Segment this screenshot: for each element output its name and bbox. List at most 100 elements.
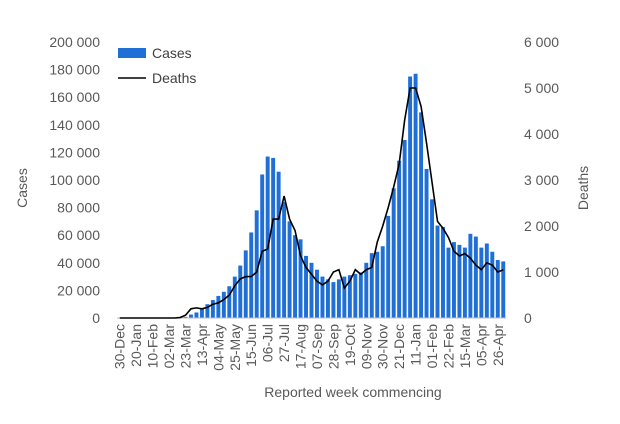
bar-cases-08-Jun <box>243 250 248 318</box>
bar-cases-08-Mar <box>457 244 462 318</box>
bar-cases-20-Apr <box>205 304 210 318</box>
x-tick-label: 09-Nov <box>358 324 374 369</box>
bar-cases-13-Jul <box>271 157 276 318</box>
bar-cases-07-Dec <box>386 215 391 318</box>
bar-cases-26-Apr <box>495 260 500 318</box>
bar-cases-17-Aug <box>298 239 303 318</box>
x-tick-label: 20-Jan <box>128 324 144 367</box>
x-tick-label: 01-Feb <box>424 324 440 369</box>
y-tick-label: 20 000 <box>57 282 100 298</box>
bar-cases-11-Jan <box>413 73 418 319</box>
x-tick-label: 26-Apr <box>490 324 506 366</box>
bar-cases-04-May <box>216 295 221 318</box>
bar-cases-29-Mar <box>473 236 478 318</box>
y2-axis-title: Deaths <box>575 166 591 210</box>
y-tick-label: 80 000 <box>57 200 100 216</box>
y2-tick-label: 4 000 <box>524 126 559 142</box>
x-tick-label: 07-Sep <box>309 324 325 369</box>
x-axis-ticks: 30-Dec 20-Jan 10-Feb 02-Mar 23-Mar 13-Apr 04-M… <box>112 324 506 371</box>
bar-cases-31-Aug <box>309 262 314 318</box>
x-tick-label: 04-May <box>210 324 226 371</box>
x-tick-label: 30-Nov <box>375 324 391 369</box>
y2-tick-label: 3 000 <box>524 172 559 188</box>
x-tick-label: 23-Mar <box>178 324 194 369</box>
bar-cases-16-Nov <box>369 253 374 318</box>
bar-cases-03-Aug <box>287 221 292 318</box>
bar-cases-19-Apr <box>490 251 495 318</box>
bar-cases-21-Dec <box>397 160 402 318</box>
y-tick-label: 60 000 <box>57 227 100 243</box>
deaths-line <box>119 87 504 319</box>
x-tick-label: 22-Feb <box>441 324 457 369</box>
bar-cases-07-Sep <box>315 269 319 318</box>
bar-cases-23-Nov <box>375 251 380 318</box>
bar-cases-15-Feb <box>441 226 445 318</box>
bar-cases-15-Jun <box>249 232 254 318</box>
cases-bars <box>178 73 506 319</box>
x-tick-label: 21-Dec <box>391 324 407 369</box>
bar-cases-21-Sep <box>325 279 330 318</box>
bar-cases-18-May <box>227 286 232 318</box>
bar-cases-10-Aug <box>293 235 298 318</box>
bar-cases-04-Jan <box>408 76 413 318</box>
bar-cases-20-Jul <box>276 171 281 318</box>
y-tick-label: 180 000 <box>49 62 100 78</box>
bar-cases-22-Mar <box>468 233 473 318</box>
x-tick-label: 15-Jun <box>243 324 259 367</box>
y-tick-label: 120 000 <box>49 144 100 160</box>
legend-deaths-label: Deaths <box>152 70 196 86</box>
bar-cases-01-Feb <box>430 199 434 318</box>
x-tick-label: 25-May <box>227 324 243 371</box>
bar-cases-02-Nov <box>358 272 363 318</box>
y2-tick-label: 0 <box>524 310 532 326</box>
bar-cases-05-Apr <box>479 247 484 318</box>
x-tick-label: 10-Feb <box>145 324 161 369</box>
y-tick-label: 40 000 <box>57 255 100 271</box>
bar-cases-06-Jul <box>265 156 270 318</box>
bar-cases-28-Sep <box>331 282 336 318</box>
bar-cases-19-Oct <box>347 275 352 318</box>
bar-cases-14-Dec <box>391 188 396 318</box>
bar-cases-13-Apr <box>199 308 204 318</box>
bar-cases-01-Jun <box>238 265 243 318</box>
right-axis-ticks: 0 1 000 2 000 3 000 4 000 5 000 6 000 <box>524 34 559 326</box>
bar-cases-27-Jul <box>282 202 287 318</box>
bar-cases-26-Oct <box>353 273 358 318</box>
legend-cases-swatch <box>118 48 146 58</box>
x-tick-label: 28-Sep <box>325 324 341 369</box>
bar-cases-28-Dec <box>402 139 407 318</box>
bar-cases-27-Apr <box>210 300 215 318</box>
bar-cases-30-Nov <box>380 246 385 318</box>
y2-tick-label: 1 000 <box>524 264 559 280</box>
bar-cases-11-May <box>221 291 226 318</box>
bar-cases-06-Apr <box>194 312 199 318</box>
bar-cases-14-Sep <box>320 276 325 318</box>
y-axis-title: Cases <box>14 168 30 208</box>
bar-cases-03-May <box>501 261 506 318</box>
y-tick-label: 100 000 <box>49 172 100 188</box>
legend: Cases Deaths <box>118 45 196 86</box>
bar-cases-30-Mar <box>188 314 193 318</box>
bar-cases-12-Oct <box>342 276 347 318</box>
bar-cases-29-Jun <box>260 174 265 318</box>
bar-cases-23-Mar <box>183 316 188 318</box>
x-tick-label: 17-Aug <box>293 324 309 369</box>
bar-cases-25-May <box>232 276 237 318</box>
x-tick-label: 02-Mar <box>161 324 177 369</box>
y-tick-label: 140 000 <box>49 117 100 133</box>
bar-cases-22-Jun <box>254 210 259 318</box>
x-tick-label: 05-Apr <box>473 324 489 366</box>
x-tick-label: 11-Jan <box>408 324 424 366</box>
x-tick-label: 13-Apr <box>194 324 210 366</box>
bar-cases-24-Aug <box>304 255 308 318</box>
y-tick-label: 160 000 <box>49 89 100 105</box>
bar-cases-22-Feb <box>446 247 451 318</box>
bar-cases-18-Jan <box>419 112 424 318</box>
bar-cases-15-Mar <box>462 247 467 318</box>
x-tick-label: 19-Oct <box>342 324 358 366</box>
x-tick-label: 30-Dec <box>112 324 128 369</box>
bar-cases-08-Feb <box>435 225 440 318</box>
left-axis-ticks: 0 20 000 40 000 60 000 80 000 100 000 120 000 1… <box>49 34 100 326</box>
bar-cases-05-Oct <box>336 279 341 318</box>
